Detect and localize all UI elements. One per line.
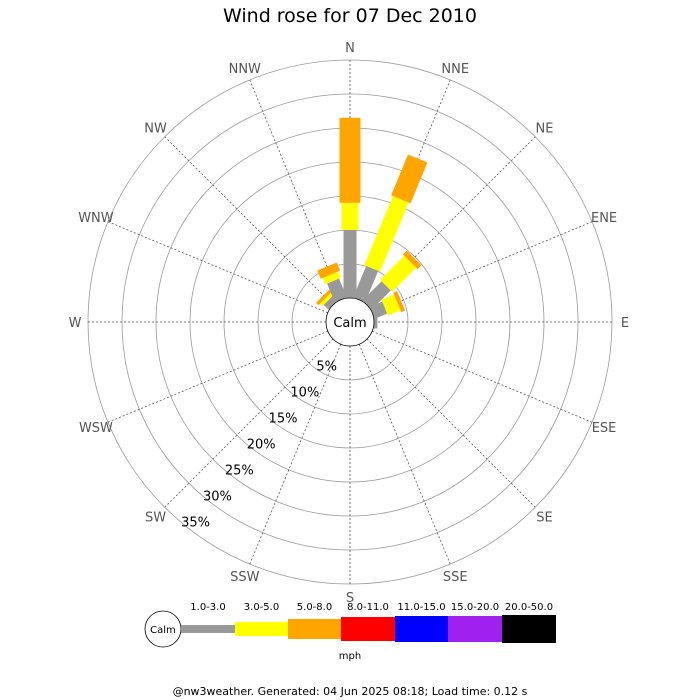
direction-label-s: S — [346, 591, 354, 606]
direction-labels: N NNE NE ENE E ESE SE SSE S SSW SW WSW W WNW NW NNW — [69, 41, 630, 606]
direction-label-sw: SW — [145, 510, 166, 525]
direction-label-ssw: SSW — [230, 570, 260, 585]
wind-bars — [315, 117, 428, 329]
bar-n-bin2 — [339, 117, 361, 203]
legend-label: 8.0-11.0 — [347, 602, 389, 613]
ring-labels: 5% 10% 15% 20% 25% 30% 35% — [181, 359, 337, 530]
bar-ne-bin0 — [362, 281, 391, 310]
direction-label-nne: NNE — [441, 62, 469, 77]
direction-label-wsw: WSW — [79, 421, 113, 436]
bar-nnw-bin0 — [327, 278, 347, 303]
direction-label-nw: NW — [144, 122, 167, 137]
ring-label: 25% — [225, 464, 254, 479]
calm-label: Calm — [333, 316, 366, 331]
ring-label: 20% — [247, 438, 276, 453]
legend-label: 20.0-50.0 — [505, 602, 553, 613]
legend-label: 1.0-3.0 — [190, 602, 225, 613]
bar-nne-bin0 — [353, 265, 379, 303]
footer-text: @nw3weather. Generated: 04 Jun 2025 08:1… — [172, 685, 528, 698]
direction-label-ese: ESE — [592, 421, 617, 436]
direction-label-n: N — [345, 41, 355, 56]
legend-swatch — [341, 617, 395, 641]
ring-label: 5% — [316, 359, 337, 374]
legend-swatch — [235, 622, 288, 636]
legend-label: 11.0-15.0 — [397, 602, 445, 613]
ring-label: 35% — [181, 516, 210, 531]
direction-label-e: E — [621, 316, 629, 331]
legend: Calm 1.0-3.0 3.0-5.0 5.0-8.0 8.0-11.0 11.0-15… — [144, 602, 556, 662]
legend-label: 3.0-5.0 — [244, 602, 279, 613]
ring-label: 10% — [290, 385, 319, 400]
bar-ne-bin1 — [380, 255, 417, 292]
legend-calm-label: Calm — [150, 625, 176, 636]
bar-ne-bin2 — [402, 250, 422, 270]
calm-circle: Calm — [325, 297, 375, 347]
bar-e-bin0 — [373, 315, 378, 329]
direction-label-se: SE — [536, 510, 552, 525]
direction-label-ne: NE — [535, 122, 553, 137]
legend-swatch — [448, 616, 502, 642]
legend-swatch — [502, 615, 556, 643]
legend-label: 15.0-20.0 — [451, 602, 499, 613]
legend-swatch — [288, 619, 341, 639]
direction-label-nnw: NNW — [229, 62, 261, 77]
ring-label: 30% — [203, 490, 232, 505]
bar-nnw-bin2 — [317, 262, 341, 279]
bar-nnw-bin1 — [322, 271, 341, 285]
legend-swatch — [395, 616, 448, 642]
direction-label-ene: ENE — [591, 211, 617, 226]
bar-nne-bin1 — [364, 196, 409, 272]
bar-ene-bin1 — [381, 294, 401, 316]
direction-label-sse: SSE — [443, 570, 468, 585]
bar-n-bin0 — [343, 230, 357, 298]
legend-label: 5.0-8.0 — [297, 602, 332, 613]
chart-title: Wind rose for 07 Dec 2010 — [223, 5, 477, 27]
bar-nw-bin1 — [319, 291, 335, 307]
direction-label-wnw: WNW — [78, 211, 114, 226]
legend-unit: mph — [339, 651, 361, 662]
bar-nne-bin2 — [391, 154, 428, 204]
bar-n-bin1 — [341, 202, 359, 230]
ring-label: 15% — [269, 412, 298, 427]
direction-label-w: W — [69, 316, 82, 331]
bar-ene-bin0 — [369, 301, 388, 319]
legend-swatch — [181, 625, 235, 633]
bar-ene-bin2 — [393, 291, 406, 313]
bar-nw-bin2 — [315, 287, 334, 306]
